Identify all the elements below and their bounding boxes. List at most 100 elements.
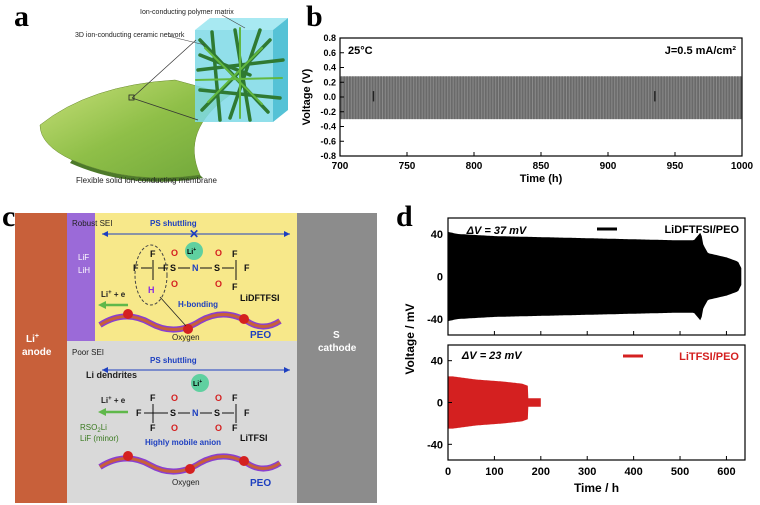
bottom-series-area <box>448 376 541 429</box>
li-plus-e-top: Li+ + e <box>101 290 126 299</box>
x-tick-label-d: 600 <box>717 466 735 478</box>
svg-text:S: S <box>170 408 176 418</box>
salt-label-lidftfsi: LiDFTFSI <box>240 293 280 303</box>
svg-text:S: S <box>170 263 176 273</box>
y-tick-label-b: 0.6 <box>323 48 336 58</box>
cathode-label-word: cathode <box>318 343 357 354</box>
svg-text:F: F <box>150 423 156 433</box>
bottom-y-tick-label: -40 <box>427 439 443 451</box>
y-axis-label-d: Voltage / mV <box>403 303 417 374</box>
x-tick-label-b: 800 <box>466 161 483 172</box>
svg-text:F: F <box>232 423 238 433</box>
svg-text:S: S <box>214 263 220 273</box>
top-y-tick-label: 40 <box>431 229 443 241</box>
bottom-electrolyte-region <box>67 341 297 503</box>
y-tick-label-b: 0.4 <box>323 63 336 73</box>
svg-text:F: F <box>232 393 238 403</box>
lithium-anode <box>15 213 67 503</box>
x-tick-label-b: 750 <box>399 161 416 172</box>
x-axis-label-b: Time (h) <box>520 173 563 185</box>
li-plus-e-bottom: Li+ + e <box>101 396 126 405</box>
lif-label: LiF <box>78 253 89 262</box>
membrane-caption: Flexible solid ion-conducting membrane <box>76 176 218 185</box>
svg-text:F: F <box>133 263 139 273</box>
voltage-trace-band <box>339 76 743 120</box>
svg-text:N: N <box>192 263 199 273</box>
top-y-tick-label: -40 <box>427 314 443 326</box>
svg-text:O: O <box>171 248 178 258</box>
svg-text:F: F <box>232 249 238 259</box>
svg-text:O: O <box>215 423 222 433</box>
x-tick-label-d: 400 <box>624 466 642 478</box>
anode-label-li: Li+ <box>26 333 39 345</box>
legend-label-bottom: LiTFSI/PEO <box>679 351 739 363</box>
svg-text:O: O <box>171 279 178 289</box>
svg-text:F: F <box>232 282 238 292</box>
top-y-tick-label: 0 <box>437 272 443 284</box>
svg-text:F: F <box>136 408 142 418</box>
robust-sei-label: Robust SEI <box>72 219 112 228</box>
anode-label-word: anode <box>22 347 52 358</box>
panel-letter-a: a <box>14 0 29 33</box>
rso2li-label: RSO2Li <box>80 423 107 434</box>
x-tick-label-b: 850 <box>533 161 550 172</box>
bottom-y-tick-label: 0 <box>437 398 443 410</box>
lif-minor-label: LiF (minor) <box>80 434 119 443</box>
ps-shuttling-top: PS shuttling <box>150 219 197 228</box>
delta-v-annotation-top: ΔV = 37 mV <box>466 225 528 237</box>
label-ceramic-network: 3D ion-conducting ceramic network <box>75 32 185 39</box>
peo-label-bottom: PEO <box>250 478 271 489</box>
y-tick-label-b: 0.0 <box>323 92 336 102</box>
svg-text:O: O <box>215 248 222 258</box>
bottom-y-tick-label: 40 <box>431 356 443 368</box>
oxygen-label-top: Oxygen <box>172 333 200 342</box>
x-tick-label-b: 900 <box>600 161 617 172</box>
panel-letter-d: d <box>396 200 413 233</box>
top-series-area <box>448 231 742 322</box>
x-tick-label-d: 500 <box>671 466 689 478</box>
h-bonding-label: H-bonding <box>178 300 218 309</box>
svg-text:O: O <box>215 279 222 289</box>
li-ion-bubble-bottom <box>191 374 209 392</box>
cathode-label-s: S <box>333 330 340 341</box>
panel-letter-c: c <box>2 200 16 233</box>
oxygen-label-bottom: Oxygen <box>172 478 200 487</box>
svg-text:H: H <box>148 285 155 295</box>
temperature-annotation: 25°C <box>348 45 373 57</box>
x-tick-label-b: 950 <box>667 161 684 172</box>
x-tick-label-d: 300 <box>578 466 596 478</box>
y-tick-label-b: -0.4 <box>320 122 336 132</box>
svg-text:S: S <box>214 408 220 418</box>
lidftfsi-molecule: F F F S O O N S O O F F F H <box>133 248 250 295</box>
top-voltage-envelope <box>448 231 742 322</box>
peo-label-top: PEO <box>250 330 271 341</box>
mobile-anion-label: Highly mobile anion <box>145 438 221 447</box>
x-tick-label-b: 700 <box>332 161 349 172</box>
lih-label: LiH <box>78 266 90 275</box>
y-tick-label-b: 0.2 <box>323 77 336 87</box>
ps-shuttling-bottom: PS shuttling <box>150 356 197 365</box>
blocked-cross-icon: ✕ <box>189 227 199 241</box>
x-tick-label-d: 0 <box>445 466 451 478</box>
svg-text:N: N <box>192 408 199 418</box>
svg-text:O: O <box>171 393 178 403</box>
svg-text:O: O <box>171 423 178 433</box>
sulfur-cathode <box>297 213 377 503</box>
h-bonding-highlight <box>134 244 168 306</box>
delta-v-annotation-bottom: ΔV = 23 mV <box>461 350 523 362</box>
x-tick-label-d: 100 <box>485 466 503 478</box>
li-ion-bubble-top <box>185 242 203 260</box>
salt-label-litfsi: LiTFSI <box>240 433 268 443</box>
y-tick-label-b: -0.8 <box>320 151 336 161</box>
svg-text:F: F <box>244 408 250 418</box>
y-tick-label-b: 0.8 <box>323 33 336 43</box>
svg-text:Li+: Li+ <box>187 247 196 256</box>
svg-text:F: F <box>150 393 156 403</box>
x-tick-label-b: 1000 <box>731 161 754 172</box>
legend-label-top: LiDFTFSI/PEO <box>664 224 739 236</box>
li-dendrites-label: Li dendrites <box>86 370 137 380</box>
svg-text:Li+: Li+ <box>193 379 202 388</box>
panel-a-membrane-illustration: Ion-conducting polymer matrix 3D ion-con… <box>39 9 288 185</box>
